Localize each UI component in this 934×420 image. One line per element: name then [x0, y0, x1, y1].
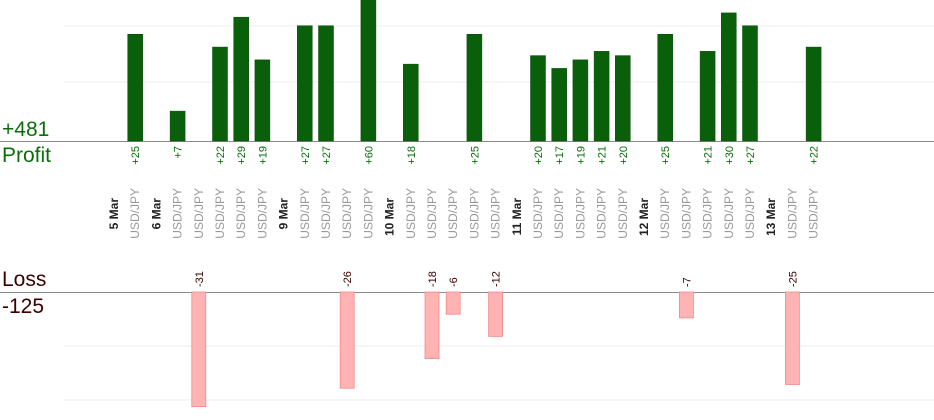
profit-value-label: +19 [575, 146, 587, 165]
loss-total: -125 [2, 295, 45, 318]
pair-label: USD/JPY [319, 188, 333, 239]
profit-bar [551, 68, 567, 142]
profit-bar [572, 59, 589, 142]
profit-bar [657, 34, 673, 142]
pair-label: USD/JPY [361, 188, 375, 239]
profit-bar [233, 16, 249, 142]
profit-value-label: +60 [363, 146, 375, 165]
profit-total: +481 [2, 118, 50, 141]
loss-bar [785, 291, 800, 385]
loss-value-label: -18 [427, 271, 439, 287]
loss-value-label: -25 [787, 271, 799, 287]
pair-label: USD/JPY [255, 188, 269, 239]
profit-value-label: +25 [660, 146, 672, 165]
profit-value-label: +17 [554, 146, 566, 165]
date-label: 10 Mar [383, 198, 397, 236]
pair-label: USD/JPY [446, 188, 460, 239]
pair-label: USD/JPY [531, 188, 545, 239]
profit-value-label: +22 [215, 146, 227, 165]
pair-label: USD/JPY [701, 188, 715, 239]
pair-label: USD/JPY [743, 188, 757, 239]
profit-bar [127, 34, 143, 142]
profit-bar [721, 12, 737, 142]
pair-label: USD/JPY [573, 188, 587, 239]
loss-value-label: -31 [194, 271, 206, 287]
loss-bar [445, 291, 461, 315]
profit-bar [742, 25, 758, 142]
loss-value-label: -26 [342, 271, 354, 287]
profit-value-label: +22 [809, 146, 821, 165]
profit-value-label: +19 [257, 146, 269, 165]
loss-bar [339, 291, 355, 389]
profit-label: Profit [2, 144, 52, 167]
profit-bar [615, 55, 631, 142]
loss-value-label: -7 [681, 277, 693, 287]
profit-bar [297, 25, 313, 142]
profit-bar [530, 55, 546, 142]
loss-value-label: -6 [448, 277, 460, 287]
profit-value-label: +21 [597, 146, 609, 165]
pair-label: USD/JPY [128, 188, 142, 239]
profit-value-label: +7 [173, 146, 185, 159]
profit-value-label: +27 [745, 146, 757, 165]
profit-bar [212, 46, 228, 142]
pair-label: USD/JPY [298, 188, 312, 239]
date-label: 9 Mar [277, 198, 291, 230]
date-label: 13 Mar [764, 198, 778, 236]
profit-bar [593, 51, 610, 142]
profit-value-label: +29 [236, 146, 248, 165]
loss-bar [679, 291, 694, 319]
profit-value-label: +25 [130, 146, 142, 165]
loss-label: Loss [2, 268, 47, 291]
profit-value-label: +18 [406, 146, 418, 165]
date-label: 11 Mar [510, 198, 524, 236]
pair-label: USD/JPY [425, 188, 439, 239]
profit-bar [805, 46, 822, 142]
pair-label: USD/JPY [658, 188, 672, 239]
date-label: 6 Mar [149, 198, 163, 230]
profit-value-label: +20 [533, 146, 545, 165]
profit-value-label: +27 [300, 146, 312, 165]
loss-bar [424, 291, 440, 359]
loss-value-label: -12 [491, 271, 503, 287]
pair-label: USD/JPY [679, 188, 693, 239]
profit-bar [403, 63, 419, 142]
pair-label: USD/JPY [171, 188, 185, 239]
pair-label: USD/JPY [722, 188, 736, 239]
profit-value-label: +27 [321, 146, 333, 165]
loss-bar [191, 291, 207, 408]
profit-value-label: +20 [618, 146, 630, 165]
profit-bar [254, 59, 271, 142]
profit-bar [360, 0, 377, 142]
pair-label: USD/JPY [552, 188, 566, 239]
pair-label: USD/JPY [616, 188, 630, 239]
pair-label: USD/JPY [213, 188, 227, 239]
profit-value-label: +25 [469, 146, 481, 165]
profit-bar [466, 34, 483, 142]
profit-bar [699, 51, 716, 142]
pair-label: USD/JPY [234, 188, 248, 239]
pair-label: USD/JPY [807, 188, 821, 239]
profit-value-label: +30 [724, 146, 736, 165]
pair-label: USD/JPY [192, 188, 206, 239]
date-label: 12 Mar [637, 198, 651, 236]
loss-bar [488, 291, 504, 337]
profit-bar [318, 25, 334, 142]
pair-label: USD/JPY [467, 188, 481, 239]
pair-label: USD/JPY [785, 188, 799, 239]
pair-label: USD/JPY [404, 188, 418, 239]
pair-label: USD/JPY [340, 188, 354, 239]
pair-label: USD/JPY [489, 188, 503, 239]
profit-bar [169, 110, 186, 142]
pair-label: USD/JPY [595, 188, 609, 239]
date-label: 5 Mar [107, 198, 121, 230]
profit-value-label: +21 [703, 146, 715, 165]
